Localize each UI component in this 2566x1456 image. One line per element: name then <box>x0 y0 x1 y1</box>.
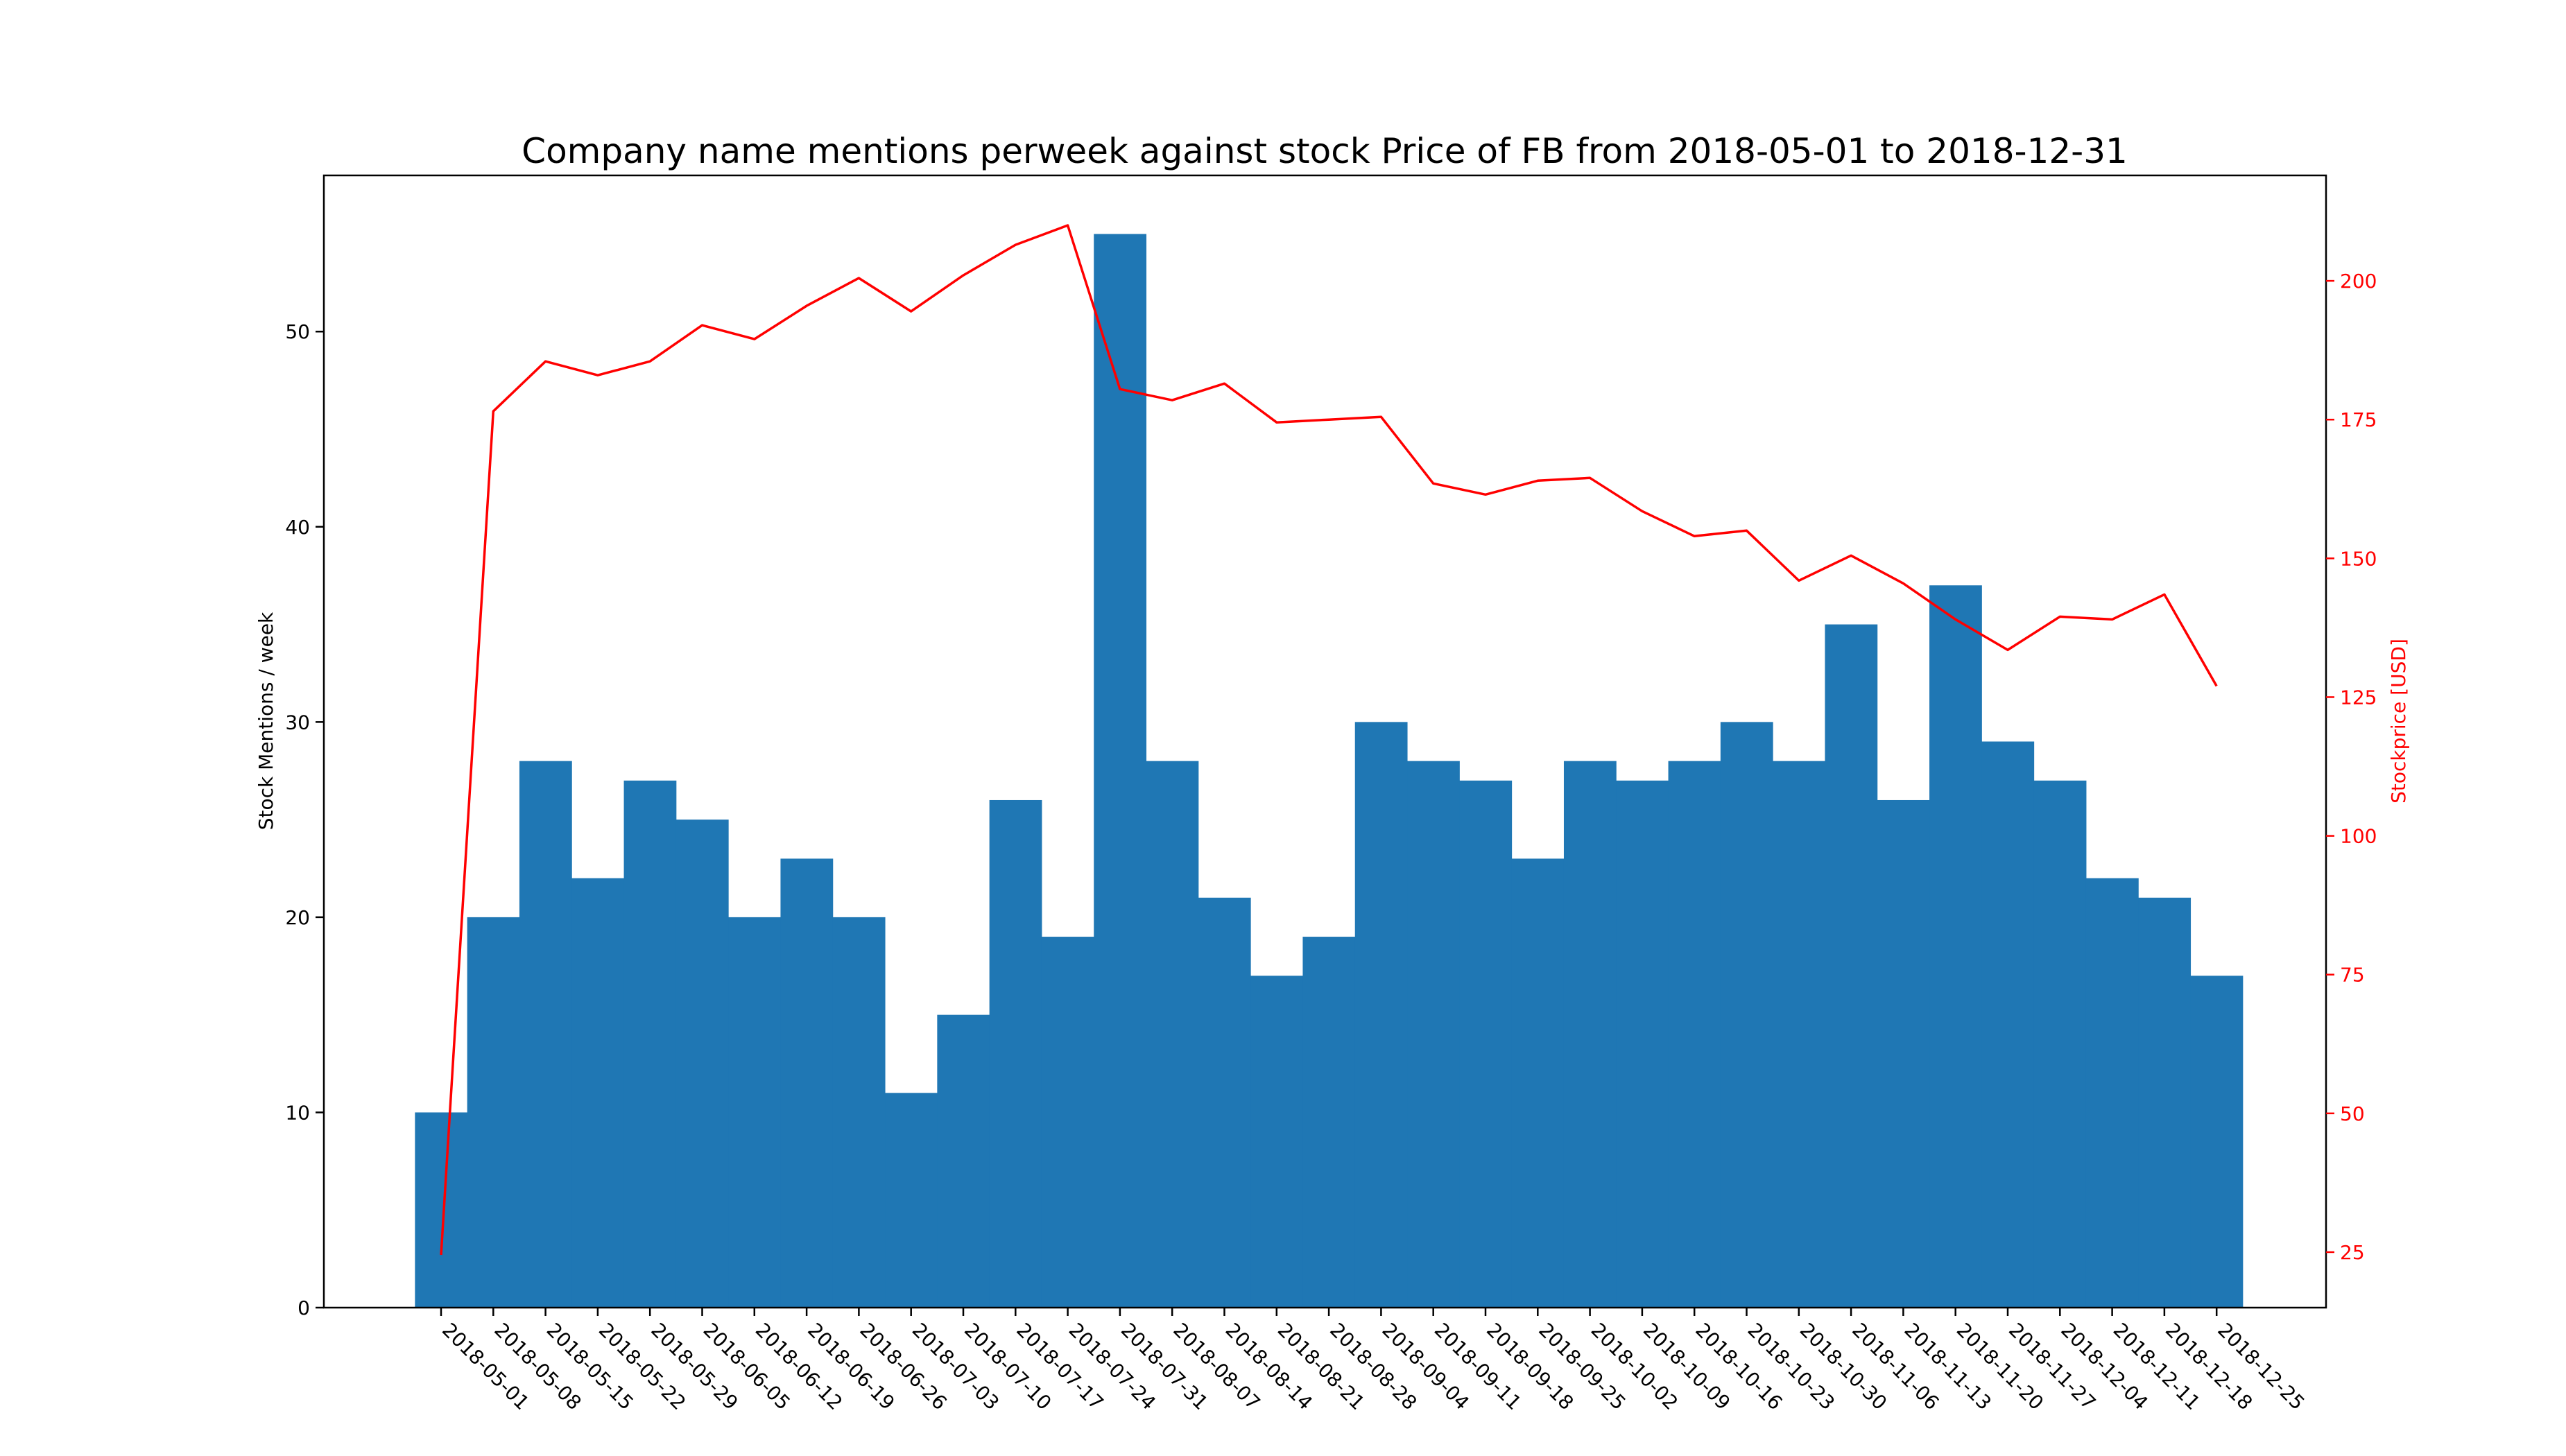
bar <box>1825 624 1878 1308</box>
bar <box>780 858 834 1308</box>
bar <box>1302 937 1356 1308</box>
bar <box>1773 761 1825 1308</box>
bar <box>2033 780 2087 1308</box>
bar <box>571 878 625 1308</box>
right-y-tick-label: 200 <box>2340 270 2377 293</box>
bar <box>1407 761 1460 1308</box>
bar <box>675 820 729 1308</box>
bar <box>519 761 572 1308</box>
bar <box>623 780 677 1308</box>
bar <box>1563 761 1617 1308</box>
bar-series <box>415 234 2244 1308</box>
bar <box>2190 976 2244 1308</box>
right-y-tick-label: 50 <box>2340 1102 2365 1125</box>
bar <box>1198 897 1251 1308</box>
bar <box>885 1093 938 1308</box>
bar <box>989 799 1042 1308</box>
bar <box>728 917 781 1308</box>
bar <box>415 1112 468 1308</box>
bar <box>937 1014 990 1308</box>
price-line <box>440 224 2218 1256</box>
left-y-tick-label: 30 <box>285 711 310 734</box>
x-axis: 2018-05-012018-05-082018-05-152018-05-22… <box>438 1308 2309 1414</box>
right-y-axis-label: Stockprice [USD] <box>2387 639 2410 804</box>
right-y-tick-label: 25 <box>2340 1241 2365 1264</box>
bar <box>1720 722 1773 1308</box>
bar <box>1929 585 1982 1308</box>
bar <box>1459 780 1513 1308</box>
bar <box>1041 937 1094 1308</box>
left-y-axis: 0 10 20 30 40 50 <box>285 320 324 1319</box>
bar <box>832 917 886 1308</box>
right-y-tick-label: 175 <box>2340 408 2377 431</box>
right-y-tick-label: 150 <box>2340 547 2377 570</box>
left-y-tick-label: 0 <box>298 1297 310 1319</box>
left-y-tick-label: 20 <box>285 906 310 929</box>
price-line-series <box>440 224 2218 1256</box>
bar <box>1250 976 1303 1308</box>
left-y-tick-label: 50 <box>285 320 310 343</box>
bar <box>1146 761 1199 1308</box>
bar <box>2085 878 2139 1308</box>
right-y-tick-label: 75 <box>2340 964 2365 987</box>
right-y-tick-label: 125 <box>2340 686 2377 709</box>
chart-title: Company name mentions perweek against st… <box>522 131 2128 171</box>
bar <box>1511 858 1565 1308</box>
plot-frame <box>322 174 2327 1309</box>
right-y-axis: 25 50 75 100 125 150 175 200 <box>2326 270 2377 1264</box>
left-y-axis-label: Stock Mentions / week <box>255 612 277 830</box>
bar <box>467 917 520 1308</box>
bar <box>1668 761 1721 1308</box>
bar <box>1616 780 1669 1308</box>
bar <box>2138 897 2192 1308</box>
bar <box>1354 722 1408 1308</box>
left-y-tick-label: 40 <box>285 516 310 539</box>
right-y-tick-label: 100 <box>2340 825 2377 848</box>
bar <box>1094 234 1147 1308</box>
left-y-tick-label: 10 <box>285 1101 310 1124</box>
bar <box>1981 741 2035 1308</box>
bar <box>1877 799 1930 1308</box>
